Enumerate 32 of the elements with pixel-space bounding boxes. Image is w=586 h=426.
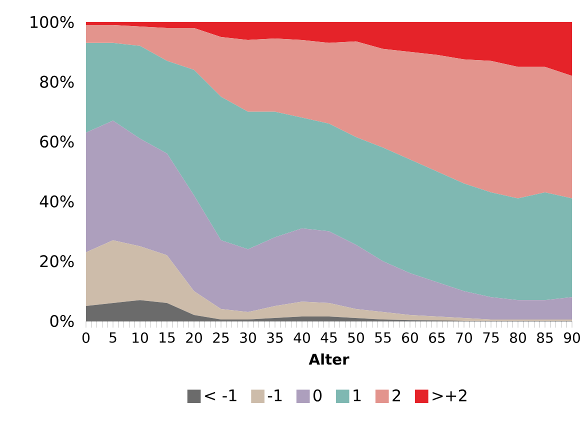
y-tick-label: 20% — [40, 255, 74, 268]
legend-label: 2 — [392, 389, 400, 402]
x-tick-label: 5 — [110, 332, 116, 343]
x-tick-label: 10 — [132, 332, 148, 343]
y-tick-label: 80% — [40, 76, 74, 88]
x-tick-label: 35 — [267, 332, 283, 343]
x-tick-label: 70 — [456, 332, 472, 343]
y-tick-label: 0% — [50, 314, 74, 328]
x-tick-label: 40 — [294, 332, 310, 343]
y-tick-label: 40% — [40, 195, 74, 208]
x-tick-label: 75 — [483, 332, 499, 343]
x-tick-label: 85 — [537, 332, 553, 343]
x-tick-label: 45 — [320, 332, 337, 343]
x-tick-label: 55 — [375, 332, 391, 343]
legend-label: 0 — [313, 389, 322, 402]
x-tick-label: 50 — [348, 332, 364, 343]
x-tick-label: 65 — [429, 332, 445, 343]
x-tick-label: 30 — [240, 332, 256, 343]
legend-label: -1 — [268, 389, 282, 402]
legend-label: 1 — [354, 389, 361, 402]
x-tick-label: 0 — [82, 332, 90, 343]
y-tick-label: 60% — [40, 136, 74, 148]
x-tick-label: 60 — [402, 332, 418, 343]
legend-label: < -1 — [205, 389, 236, 402]
x-tick-label: 25 — [213, 332, 229, 343]
x-tick-label: 20 — [186, 332, 202, 343]
x-tick-label: 80 — [510, 332, 526, 343]
y-tick-label: 100% — [30, 16, 74, 28]
x-tick-label: 90 — [564, 332, 580, 343]
legend-label: >+2 — [432, 389, 466, 402]
x-axis-title: Alter — [308, 353, 350, 365]
x-tick-label: 15 — [160, 332, 175, 343]
